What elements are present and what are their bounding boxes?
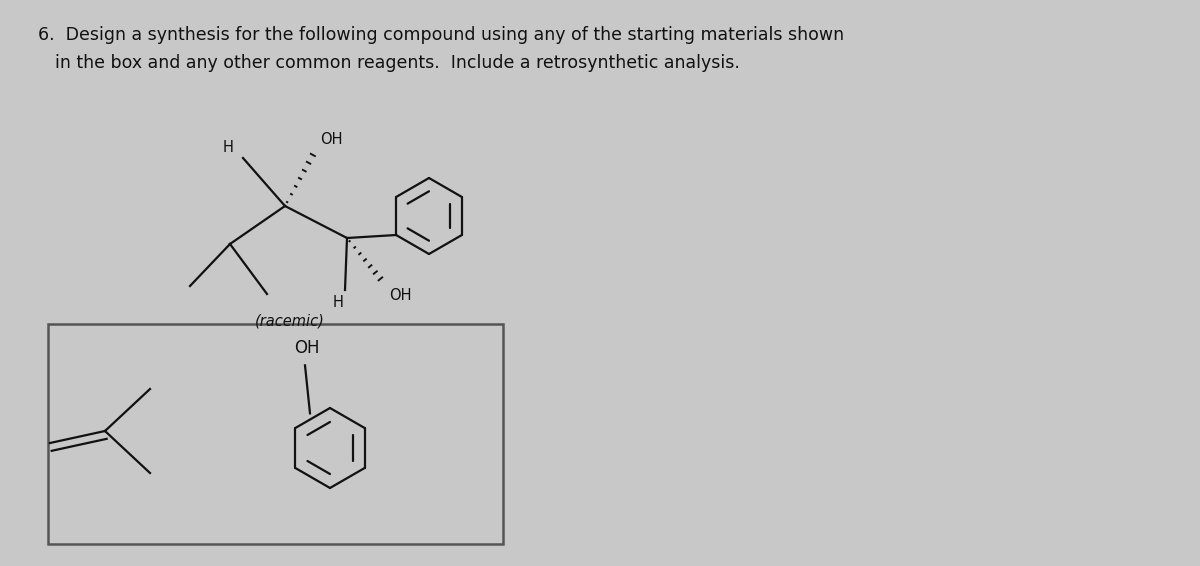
Text: (racemic): (racemic) bbox=[256, 313, 325, 328]
Bar bbox=[48, 324, 503, 544]
Text: OH: OH bbox=[320, 132, 342, 147]
Text: H: H bbox=[334, 295, 344, 310]
Text: H: H bbox=[222, 140, 233, 155]
Text: OH: OH bbox=[389, 288, 412, 303]
Text: in the box and any other common reagents.  Include a retrosynthetic analysis.: in the box and any other common reagents… bbox=[55, 54, 740, 72]
Text: OH: OH bbox=[294, 340, 319, 357]
Text: 6.  Design a synthesis for the following compound using any of the starting mate: 6. Design a synthesis for the following … bbox=[38, 26, 844, 44]
